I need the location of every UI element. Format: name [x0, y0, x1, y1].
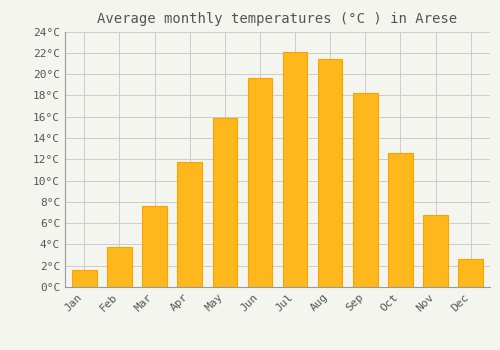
Bar	[283, 52, 308, 287]
Bar	[178, 162, 202, 287]
Bar	[72, 270, 96, 287]
Title: Average monthly temperatures (°C ) in Arese: Average monthly temperatures (°C ) in Ar…	[98, 12, 458, 26]
Bar	[107, 246, 132, 287]
Bar	[458, 259, 483, 287]
Bar	[424, 215, 448, 287]
Bar	[212, 118, 237, 287]
Bar	[318, 59, 342, 287]
Bar	[353, 93, 378, 287]
Bar	[248, 78, 272, 287]
Bar	[142, 206, 167, 287]
Bar	[388, 153, 412, 287]
